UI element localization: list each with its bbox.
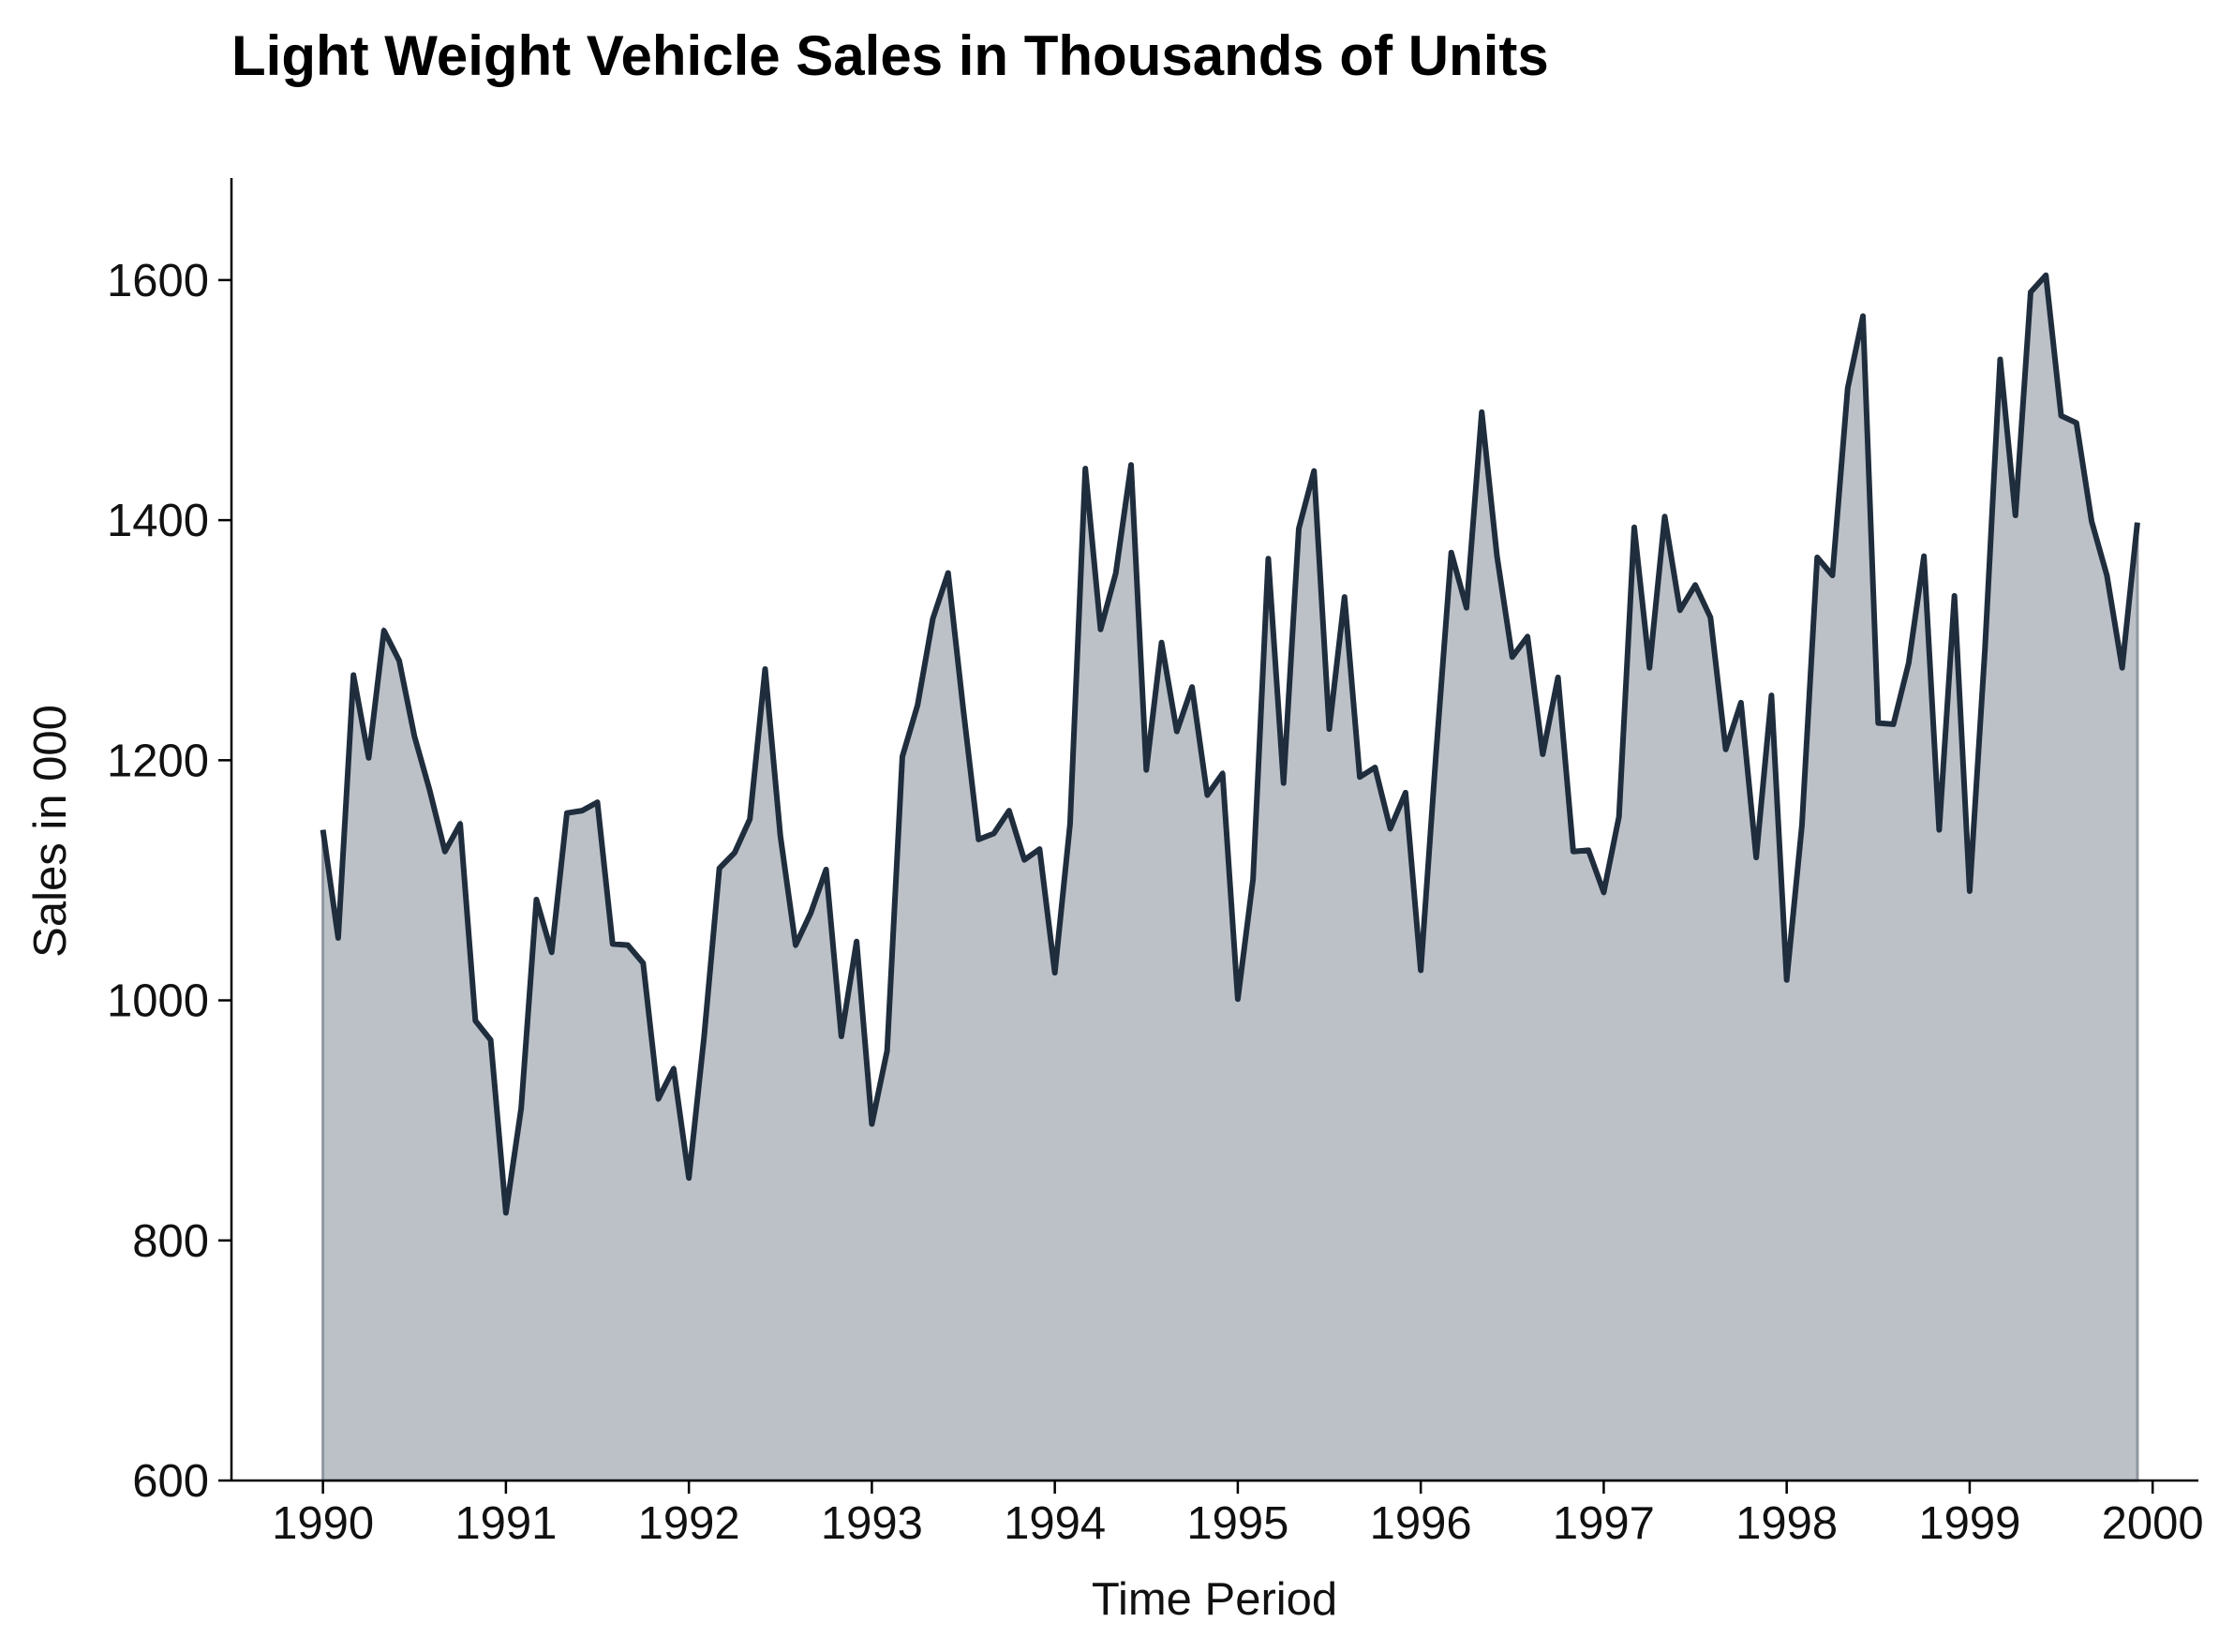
y-axis-ticks: 600 800 1000 1200 1400 1600 bbox=[107, 256, 231, 1507]
chart-title: Light Weight Vehicle Sales in Thousands … bbox=[231, 24, 1549, 87]
y-tick-label: 1400 bbox=[107, 496, 209, 546]
y-tick-label: 1600 bbox=[107, 256, 209, 306]
y-tick-label: 1000 bbox=[107, 976, 209, 1027]
x-tick-label: 1998 bbox=[1735, 1498, 1838, 1549]
x-tick-label: 1995 bbox=[1186, 1498, 1288, 1549]
x-tick-label: 1999 bbox=[1918, 1498, 2020, 1549]
x-tick-label: 1991 bbox=[454, 1498, 557, 1549]
x-tick-label: 1997 bbox=[1553, 1498, 1655, 1549]
y-tick-label: 800 bbox=[132, 1216, 209, 1267]
x-tick-label: 1992 bbox=[638, 1498, 740, 1549]
x-axis-ticks: 1990 1991 1992 1993 1994 1995 1996 1997 1998 1999… bbox=[272, 1481, 2204, 1549]
x-tick-label: 1996 bbox=[1370, 1498, 1472, 1549]
x-tick-label: 1990 bbox=[272, 1498, 374, 1549]
y-axis-label: Sales in 000 bbox=[25, 705, 76, 958]
sales-series-line bbox=[320, 272, 2140, 1216]
y-tick-label: 1200 bbox=[107, 736, 209, 786]
x-tick-label: 1993 bbox=[821, 1498, 923, 1549]
x-tick-label: 2000 bbox=[2102, 1498, 2204, 1549]
y-tick-label: 600 bbox=[132, 1456, 209, 1507]
x-axis-label: Time Period bbox=[1092, 1574, 1337, 1625]
plot-area bbox=[320, 272, 2140, 1482]
x-tick-label: 1994 bbox=[1004, 1498, 1106, 1549]
